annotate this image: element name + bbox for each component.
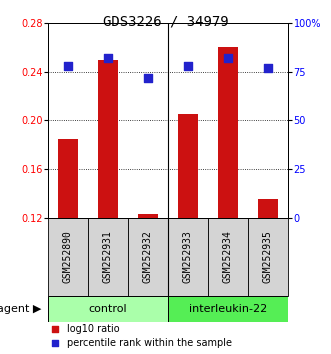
Bar <box>178 114 198 218</box>
Text: log10 ratio: log10 ratio <box>67 324 120 334</box>
Point <box>65 63 71 69</box>
Point <box>53 326 58 332</box>
Text: GSM252934: GSM252934 <box>223 230 233 283</box>
Point <box>105 55 111 61</box>
Text: control: control <box>89 304 127 314</box>
Text: GDS3226 / 34979: GDS3226 / 34979 <box>103 14 228 28</box>
Point <box>265 65 271 70</box>
Bar <box>128 218 168 296</box>
Text: GSM252931: GSM252931 <box>103 230 113 283</box>
Bar <box>208 218 248 296</box>
Bar <box>48 218 88 296</box>
Text: GSM252890: GSM252890 <box>63 230 73 283</box>
Text: GSM252933: GSM252933 <box>183 230 193 283</box>
Bar <box>168 296 288 322</box>
Text: GSM252935: GSM252935 <box>263 230 273 283</box>
Bar <box>58 139 78 218</box>
Bar <box>218 47 238 218</box>
Text: GSM252932: GSM252932 <box>143 230 153 283</box>
Bar <box>48 296 168 322</box>
Point <box>185 63 191 69</box>
Bar <box>248 218 288 296</box>
Text: interleukin-22: interleukin-22 <box>189 304 267 314</box>
Bar <box>258 199 278 218</box>
Bar <box>88 218 128 296</box>
Bar <box>98 59 118 218</box>
Point <box>145 75 151 80</box>
Point <box>53 341 58 346</box>
Text: percentile rank within the sample: percentile rank within the sample <box>67 338 232 348</box>
Bar <box>168 218 208 296</box>
Bar <box>138 214 158 218</box>
Point <box>225 55 231 61</box>
Text: agent ▶: agent ▶ <box>0 304 41 314</box>
